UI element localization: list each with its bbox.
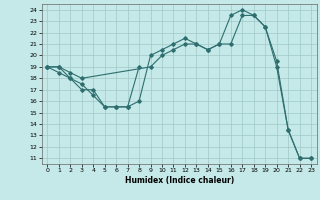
X-axis label: Humidex (Indice chaleur): Humidex (Indice chaleur) [124,176,234,185]
